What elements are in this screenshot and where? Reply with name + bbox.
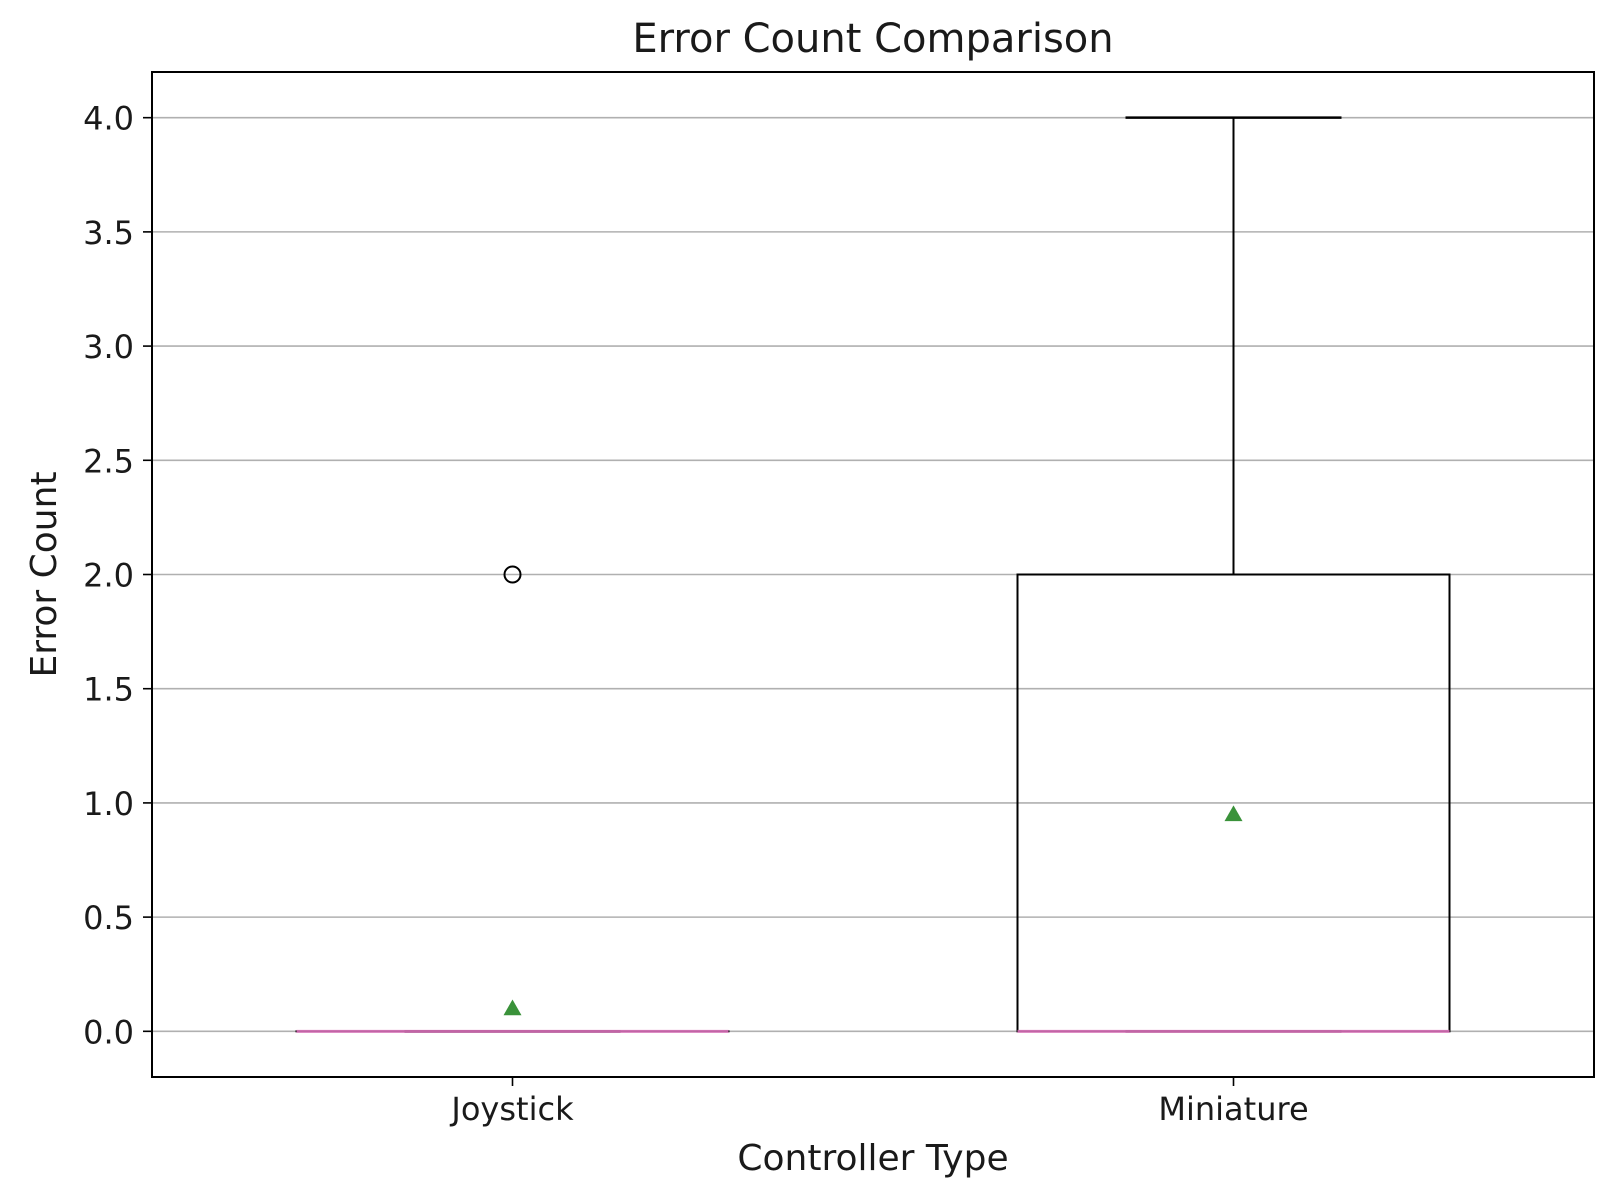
y-tick-label: 3.5 <box>83 214 134 252</box>
x-tick-label: Miniature <box>1158 1090 1308 1128</box>
tick-layer: 0.0 0.5 1.0 1.5 2.0 2.5 3.0 3.5 4.0 Joystick Minia… <box>83 100 1309 1128</box>
mean-marker <box>1225 805 1243 821</box>
x-axis-label: Controller Type <box>737 1138 1008 1179</box>
y-tick-label: 1.0 <box>83 785 134 823</box>
y-tick-label: 2.5 <box>83 442 134 480</box>
y-tick-label: 0.5 <box>83 899 134 937</box>
chart-title: Error Count Comparison <box>632 16 1113 62</box>
y-tick-label: 1.5 <box>83 671 134 709</box>
y-tick-label: 0.0 <box>83 1013 134 1051</box>
mean-marker <box>504 999 522 1015</box>
y-tick-label: 2.0 <box>83 557 134 595</box>
y-tick-label: 3.0 <box>83 328 134 366</box>
y-tick-label: 4.0 <box>83 100 134 138</box>
x-tick-label: Joystick <box>449 1090 574 1128</box>
y-axis-label: Error Count <box>24 471 65 677</box>
